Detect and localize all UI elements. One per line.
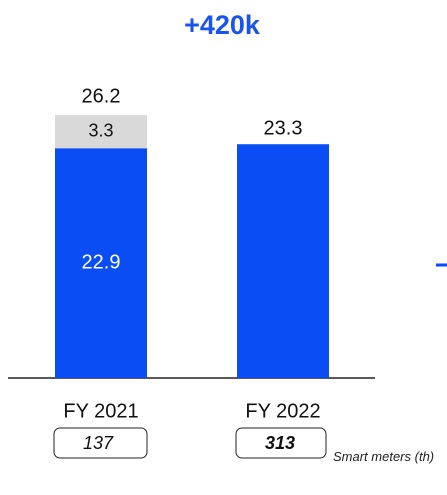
total-label: 26.2 — [82, 85, 121, 107]
footnote-box — [235, 427, 327, 459]
footnote-box — [53, 427, 148, 459]
x-tick-label: FY 2021 — [63, 400, 138, 422]
bar-segment — [55, 148, 147, 378]
chart-title: +420k — [184, 10, 261, 40]
bar-segment — [55, 115, 147, 149]
value-label: 22.9 — [82, 251, 121, 273]
footnote-value: 137 — [83, 433, 114, 453]
value-label: 3.3 — [88, 120, 113, 140]
x-tick-label: FY 2022 — [245, 400, 320, 422]
value-label: 23.3 — [264, 118, 303, 140]
footnote-label: Smart meters (th) — [333, 449, 435, 464]
bar-segment — [237, 144, 329, 378]
footnote-value: 313 — [265, 433, 295, 453]
